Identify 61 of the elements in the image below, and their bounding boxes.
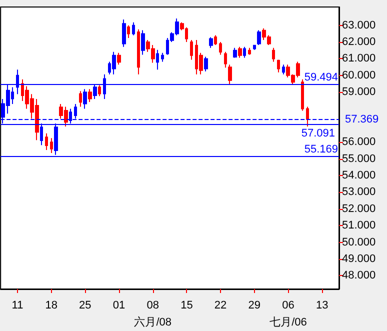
candlestick [98,84,101,97]
candlestick [243,46,246,58]
y-tick-label: 50.000 [342,236,376,248]
y-tick-label: 60.000 [342,69,376,82]
candlestick [253,44,256,50]
candlestick [83,88,87,110]
x-tick-label: 06 七月/06 [270,300,307,328]
candlestick [117,52,121,66]
candlestick [132,22,135,36]
candlestick [141,30,145,56]
y-tick-label: 63.000 [342,19,376,32]
candlestick [272,47,275,62]
ref-line-label: 59.494 [304,71,338,84]
ref-line-label: 57.091 [301,127,335,140]
x-tick-label: 22 [214,300,227,312]
y-tick-label: 56.000 [342,136,376,148]
candlestick [156,49,159,70]
candlestick [137,28,140,75]
candlestick [282,64,285,75]
candlestick [238,46,242,58]
candlestick [88,88,92,102]
x-tick-label: 08 六月/08 [134,300,172,328]
x-tick-label: 13 [316,300,328,312]
x-tick-label: 01 [112,300,126,312]
candlestick [214,34,217,46]
y-tick-label: 61.000 [342,52,376,65]
candlestick [248,47,251,56]
candlestick [257,30,261,46]
candlestick [204,56,208,72]
candlestick [112,51,116,75]
candlestick [127,24,130,39]
candlestick [122,19,126,48]
ref-line-label: 57.369 [345,113,379,126]
y-tick-label: 51.000 [342,220,376,232]
y-tick-label: 49.000 [342,252,376,265]
ref-line-label: 55.169 [304,144,338,156]
x-tick-label: 18 [45,300,58,312]
candlestick [219,42,222,56]
y-tick-label: 53.000 [342,186,376,198]
candlestick [228,64,232,85]
y-tick-label: 48.000 [342,270,376,282]
candlestick [301,78,304,112]
candlestick [79,90,82,108]
y-tick-label: 55.000 [342,152,376,165]
y-tick-label: 52.000 [342,202,376,215]
candlestick [277,59,280,73]
candlestick [306,106,309,127]
x-tick-label: 15 [180,300,193,312]
candlestick [224,51,227,68]
x-tick-label: 25 [79,300,92,312]
candlestick [190,40,193,60]
candlestick [50,138,53,154]
candlestick [45,132,48,150]
y-tick-label: 54.000 [342,170,376,182]
candlestick [233,47,237,58]
candlestick [161,52,164,62]
x-tick-label: 11 [12,300,24,312]
candlestick [209,36,213,48]
y-tick-label: 62.000 [342,36,376,48]
y-tick-label: 59.000 [342,86,376,98]
x-tick-label: 29 [248,300,261,312]
